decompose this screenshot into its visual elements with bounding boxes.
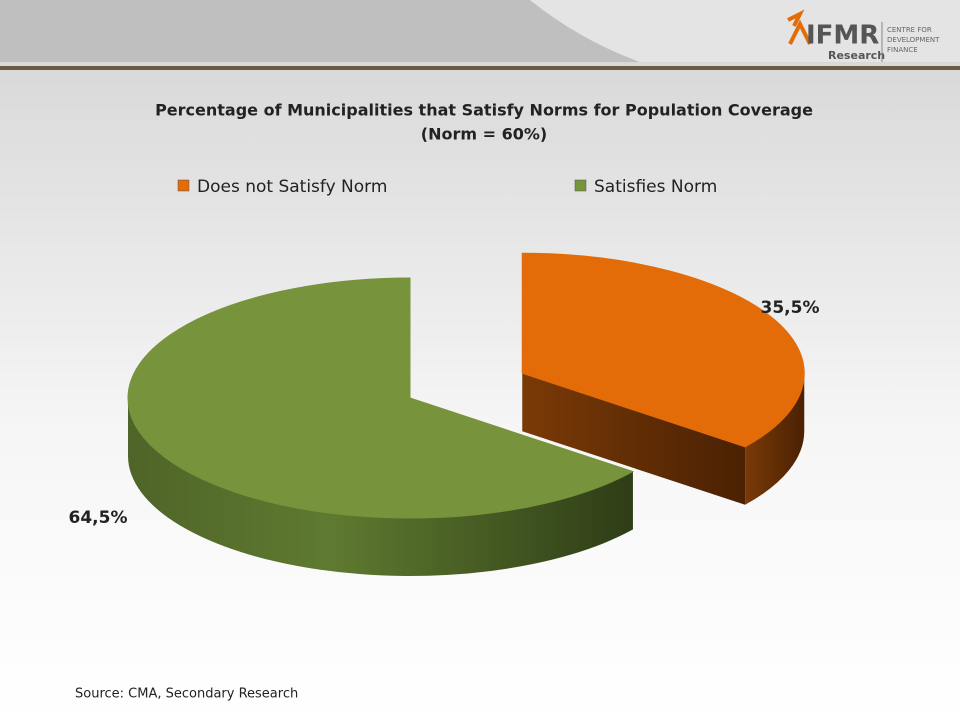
chart-subtitle: (Norm = 60%) <box>421 125 547 144</box>
chart-title: Percentage of Municipalities that Satisf… <box>155 101 813 120</box>
legend-swatch <box>177 179 190 192</box>
logo-side-text: CENTRE FOR <box>887 26 932 34</box>
logo-subtext: Research <box>828 49 885 62</box>
data-label: 64,5% <box>69 508 128 528</box>
legend-swatch <box>574 179 587 192</box>
logo-side-text: FINANCE <box>887 46 918 54</box>
logo-side-text: DEVELOPMENT <box>887 36 940 44</box>
legend-label: Satisfies Norm <box>594 177 717 197</box>
slice-side <box>522 373 746 505</box>
header-rule <box>0 66 960 70</box>
pie-slice <box>521 252 805 448</box>
pie-slice-group <box>521 252 805 505</box>
pie-slice <box>127 277 635 519</box>
header-band-light <box>530 0 960 62</box>
slice-side <box>128 398 633 576</box>
data-label: 35,5% <box>761 298 820 318</box>
logo-icon <box>787 9 812 45</box>
logo-text: IFMR <box>806 21 879 51</box>
slice-side <box>745 373 805 505</box>
legend-label: Does not Satisfy Norm <box>197 177 387 197</box>
source-note: Source: CMA, Secondary Research <box>75 687 298 702</box>
pie-slice-group <box>127 277 635 576</box>
header-band <box>0 0 640 62</box>
